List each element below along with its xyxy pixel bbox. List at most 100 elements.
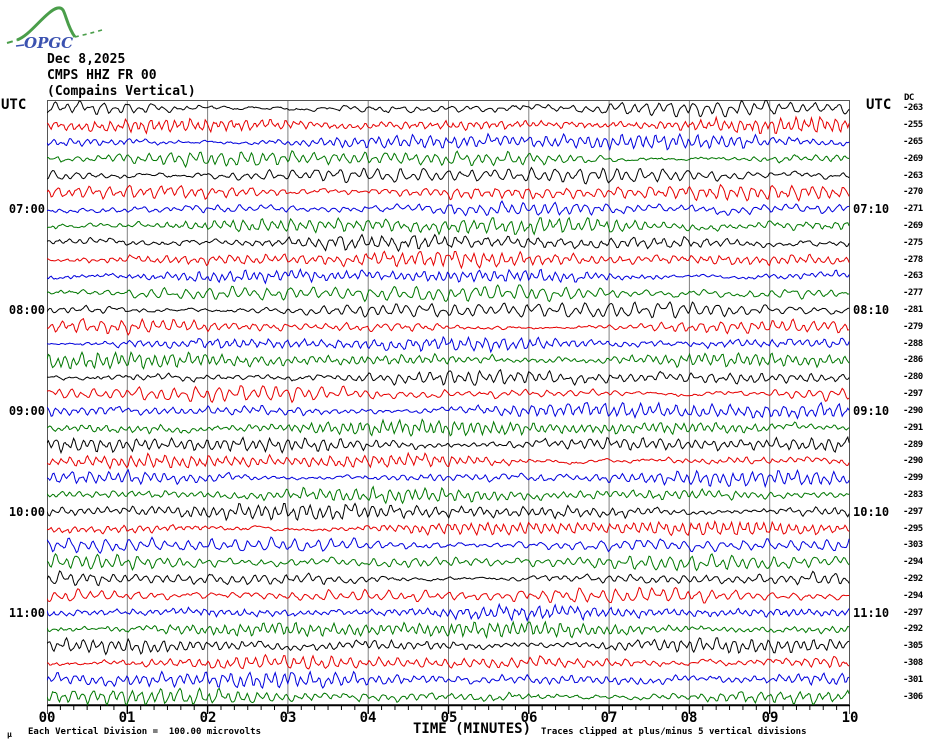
- trace-row: [47, 250, 850, 270]
- x-tick-label: 10: [841, 710, 859, 726]
- trace-row: [47, 284, 850, 303]
- trace-row: [47, 100, 850, 118]
- dc-value: -306: [903, 692, 923, 702]
- dc-value: -297: [903, 389, 923, 399]
- trace-row: [47, 200, 850, 217]
- trace-row: [47, 687, 850, 707]
- utc-label-right: UTC: [866, 97, 892, 113]
- dc-value: -290: [903, 406, 923, 416]
- trace-row: [47, 401, 850, 420]
- trace-row: [47, 216, 850, 236]
- dc-value: -292: [903, 624, 923, 634]
- dc-value: -281: [903, 305, 923, 315]
- trace-row: [47, 620, 850, 640]
- x-axis-title: TIME (MINUTES): [413, 721, 532, 737]
- trace-row: [47, 670, 850, 689]
- subtitle-label: (Compains Vertical): [47, 84, 196, 99]
- dc-value: -288: [903, 339, 923, 349]
- trace-row: [47, 586, 850, 604]
- left-time-label: 07:00: [8, 202, 45, 216]
- dc-value: -269: [903, 154, 923, 164]
- dc-value: -295: [903, 524, 923, 534]
- dc-value: -308: [903, 658, 923, 668]
- dc-value: -263: [903, 103, 923, 113]
- dc-value: -305: [903, 641, 923, 651]
- trace-row: [47, 268, 850, 285]
- trace-row: [47, 435, 850, 455]
- left-time-label: 10:00: [8, 505, 45, 519]
- right-time-label: 09:10: [853, 404, 890, 418]
- dc-value: -299: [903, 473, 923, 483]
- x-tick-label: 07: [600, 710, 618, 726]
- plot-border: [47, 100, 850, 705]
- dc-value: -294: [903, 591, 923, 601]
- trace-row: [47, 553, 850, 572]
- dc-value: -263: [903, 171, 923, 181]
- clip-note: Traces clipped at plus/minus 5 vertical …: [541, 727, 807, 737]
- dc-value: -270: [903, 187, 923, 197]
- dc-value: -289: [903, 440, 923, 450]
- dc-value: -294: [903, 557, 923, 567]
- dc-value: -286: [903, 355, 923, 365]
- dc-value: -283: [903, 490, 923, 500]
- right-time-label: 11:10: [853, 606, 890, 620]
- trace-row: [47, 485, 850, 505]
- dc-value: -290: [903, 456, 923, 466]
- x-tick-label: 01: [118, 710, 136, 726]
- dc-value: -292: [903, 574, 923, 584]
- dc-value: -277: [903, 288, 923, 298]
- seismogram-canvas: [47, 100, 850, 714]
- trace-row: [47, 418, 850, 437]
- trace-row: [47, 519, 850, 537]
- trace-row: [47, 115, 850, 135]
- trace-row: [47, 636, 850, 656]
- logo-text: OPGC: [24, 34, 73, 52]
- trace-row: [47, 385, 850, 404]
- right-time-label: 08:10: [853, 303, 890, 317]
- dc-value: -291: [903, 423, 923, 433]
- trace-row: [47, 468, 850, 489]
- trace-row: [47, 536, 850, 555]
- trace-row: [47, 166, 850, 185]
- left-time-label: 11:00: [8, 606, 45, 620]
- scale-note: Each Vertical Division = 100.00 microvol…: [28, 727, 261, 737]
- dc-value: -301: [903, 675, 923, 685]
- trace-row: [47, 653, 850, 670]
- plot-area: [47, 100, 850, 720]
- trace-row: [47, 502, 850, 522]
- dc-value: -278: [903, 255, 923, 265]
- dc-value: -303: [903, 540, 923, 550]
- station-label: CMPS HHZ FR 00: [47, 68, 157, 83]
- logo-mountain-icon: OPGC: [6, 6, 103, 52]
- date-label: Dec 8,2025: [47, 52, 126, 67]
- x-tick-label: 09: [761, 710, 779, 726]
- left-time-label: 09:00: [8, 404, 45, 418]
- trace-row: [47, 183, 850, 202]
- trace-row: [47, 150, 850, 169]
- dc-value: -255: [903, 120, 923, 130]
- dc-value: -275: [903, 238, 923, 248]
- left-time-label: 08:00: [8, 303, 45, 317]
- trace-row: [47, 301, 850, 319]
- right-time-label: 10:10: [853, 505, 890, 519]
- trace-row: [47, 602, 850, 623]
- dc-value: -297: [903, 608, 923, 618]
- trace-row: [47, 350, 850, 370]
- trace-row: [47, 233, 850, 253]
- trace-row: [47, 368, 850, 386]
- trace-row: [47, 132, 850, 151]
- x-tick-label: 03: [279, 710, 297, 726]
- opgc-logo: OPGC: [4, 2, 114, 54]
- dc-value: -269: [903, 221, 923, 231]
- x-tick-label: 00: [38, 710, 56, 726]
- dc-value: -265: [903, 137, 923, 147]
- trace-row: [47, 335, 850, 354]
- x-tick-label: 05: [440, 710, 458, 726]
- trace-row: [47, 570, 850, 587]
- dc-value: -280: [903, 372, 923, 382]
- right-time-label: 07:10: [853, 202, 890, 216]
- dc-value: -271: [903, 204, 923, 214]
- x-tick-label: 04: [359, 710, 377, 726]
- dc-header: DC: [904, 93, 914, 103]
